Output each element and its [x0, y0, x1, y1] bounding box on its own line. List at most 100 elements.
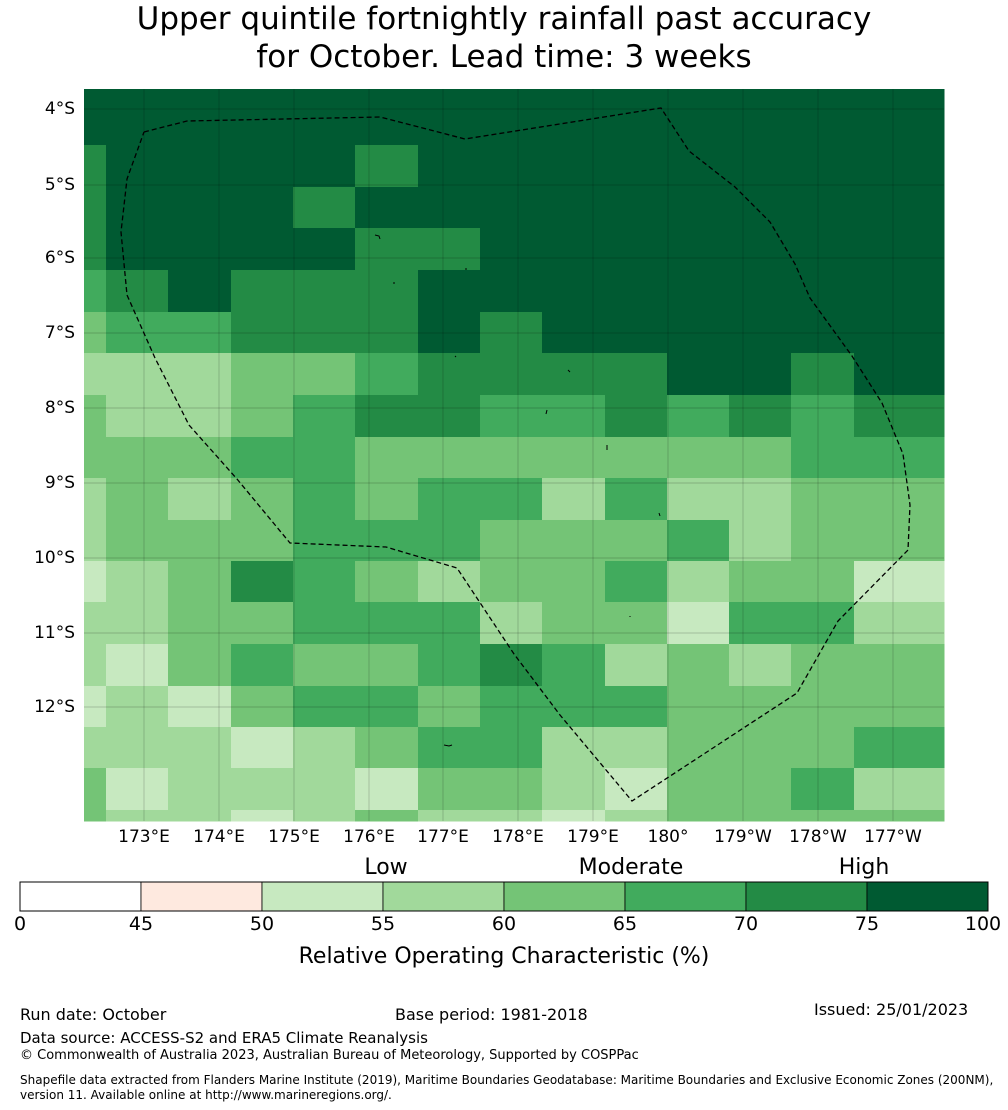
- lon-label-178w: 178°W: [789, 827, 847, 847]
- heatmap-cell: [293, 768, 356, 811]
- heatmap-cell: [293, 520, 356, 562]
- lat-label-12s: 12°S: [34, 697, 75, 717]
- heatmap-cell: [854, 644, 945, 687]
- colorbar-swatch: [503, 881, 626, 912]
- shapefile-credit: Shapefile data extracted from Flanders M…: [20, 1073, 994, 1102]
- heatmap-cell: [293, 312, 356, 354]
- heatmap-cell: [729, 768, 792, 811]
- heatmap-cell: [355, 602, 419, 645]
- heatmap-cell: [542, 228, 606, 271]
- heatmap-cell: [231, 353, 294, 396]
- colorbar-tick-0: 0: [13, 913, 27, 935]
- heatmap-cell: [168, 686, 232, 728]
- heatmap-cell: [729, 145, 792, 188]
- heatmap-cell: [168, 768, 232, 811]
- heatmap-cell: [854, 145, 945, 188]
- heatmap-cell: [293, 561, 356, 603]
- heatmap-cell: [791, 353, 855, 396]
- heatmap-cell: [106, 353, 169, 396]
- heatmap-cell: [106, 561, 169, 603]
- heatmap-cell: [854, 602, 945, 645]
- heatmap-cell: [418, 145, 481, 188]
- heatmap-cell: [605, 270, 668, 313]
- heatmap-cell: [293, 187, 356, 229]
- heatmap-cell: [84, 727, 107, 769]
- heatmap-cell: [605, 353, 668, 396]
- heatmap-cell: [106, 644, 169, 687]
- island: [454, 355, 457, 358]
- heatmap-cell: [168, 145, 232, 188]
- heatmap-cell: [791, 270, 855, 313]
- heatmap-cell: [480, 353, 543, 396]
- heatmap-cell: [791, 727, 855, 769]
- lat-label-6s: 6°S: [44, 248, 75, 268]
- copyright: © Commonwealth of Australia 2023, Austra…: [20, 1048, 639, 1063]
- heatmap-cell: [84, 561, 107, 603]
- heatmap-cell: [791, 312, 855, 354]
- heatmap-cell: [542, 145, 606, 188]
- island: [567, 369, 571, 373]
- heatmap-cell: [480, 478, 543, 521]
- colorbar-frame: [19, 881, 989, 912]
- heatmap-cell: [854, 520, 945, 562]
- heatmap-cell: [418, 561, 481, 603]
- island: [374, 234, 381, 240]
- heatmap-cell: [168, 89, 232, 146]
- heatmap-cell: [293, 145, 356, 188]
- heatmap-cell: [106, 270, 169, 313]
- heatmap-cell: [542, 686, 606, 728]
- heatmap-cell: [854, 395, 945, 438]
- heatmap-cell: [418, 437, 481, 479]
- island: [658, 512, 661, 517]
- heatmap-cell: [231, 520, 294, 562]
- heatmap-cell: [542, 727, 606, 769]
- colorbar-swatch: [382, 881, 505, 912]
- colorbar-tick-55: 55: [370, 913, 396, 935]
- heatmap-cell: [542, 187, 606, 229]
- heatmap-cell: [791, 602, 855, 645]
- heatmap-cell: [168, 395, 232, 438]
- heatmap-cell: [791, 395, 855, 438]
- heatmap-cell: [355, 145, 419, 188]
- heatmap-cell: [605, 437, 668, 479]
- lon-label-179e: 179°E: [567, 827, 619, 847]
- heatmap-cell: [729, 810, 792, 822]
- heatmap-cell: [791, 644, 855, 687]
- heatmap-cell: [667, 187, 730, 229]
- heatmap-cell: [480, 187, 543, 229]
- colorbar-tick-50: 50: [249, 913, 275, 935]
- heatmap-cell: [84, 520, 107, 562]
- heatmap-cell: [605, 727, 668, 769]
- heatmap-cell: [667, 644, 730, 687]
- heatmap-cell: [355, 810, 419, 822]
- heatmap-cell: [729, 727, 792, 769]
- heatmap-cell: [542, 602, 606, 645]
- title-line-2: for October. Lead time: 3 weeks: [256, 39, 752, 75]
- title-line-1: Upper quintile fortnightly rainfall past…: [136, 1, 872, 37]
- heatmap-cell: [355, 187, 419, 229]
- heatmap-cell: [605, 768, 668, 811]
- colorbar-swatch: [19, 881, 142, 912]
- heatmap-cell: [355, 89, 419, 146]
- heatmap-cell: [791, 810, 855, 822]
- heatmap-cell: [791, 686, 855, 728]
- heatmap-cell: [418, 270, 481, 313]
- islands: [374, 234, 661, 747]
- heatmap-cell: [605, 644, 668, 687]
- heatmap-cell: [231, 686, 294, 728]
- heatmap-cell: [854, 312, 945, 354]
- heatmap-cell: [729, 395, 792, 438]
- eez-boundary: [120, 107, 911, 802]
- heatmap-cell: [355, 312, 419, 354]
- heatmap-cell: [667, 353, 730, 396]
- heatmap-cell: [418, 312, 481, 354]
- heatmap-cell: [293, 810, 356, 822]
- heatmap-cell: [84, 686, 107, 728]
- heatmap-cell: [729, 312, 792, 354]
- colorbar-swatch: [745, 881, 868, 912]
- colorbar-swatch: [140, 881, 263, 912]
- heatmap-cell: [355, 478, 419, 521]
- heatmap-cell: [231, 228, 294, 271]
- heatmap-cell: [168, 270, 232, 313]
- heatmap-cell: [480, 686, 543, 728]
